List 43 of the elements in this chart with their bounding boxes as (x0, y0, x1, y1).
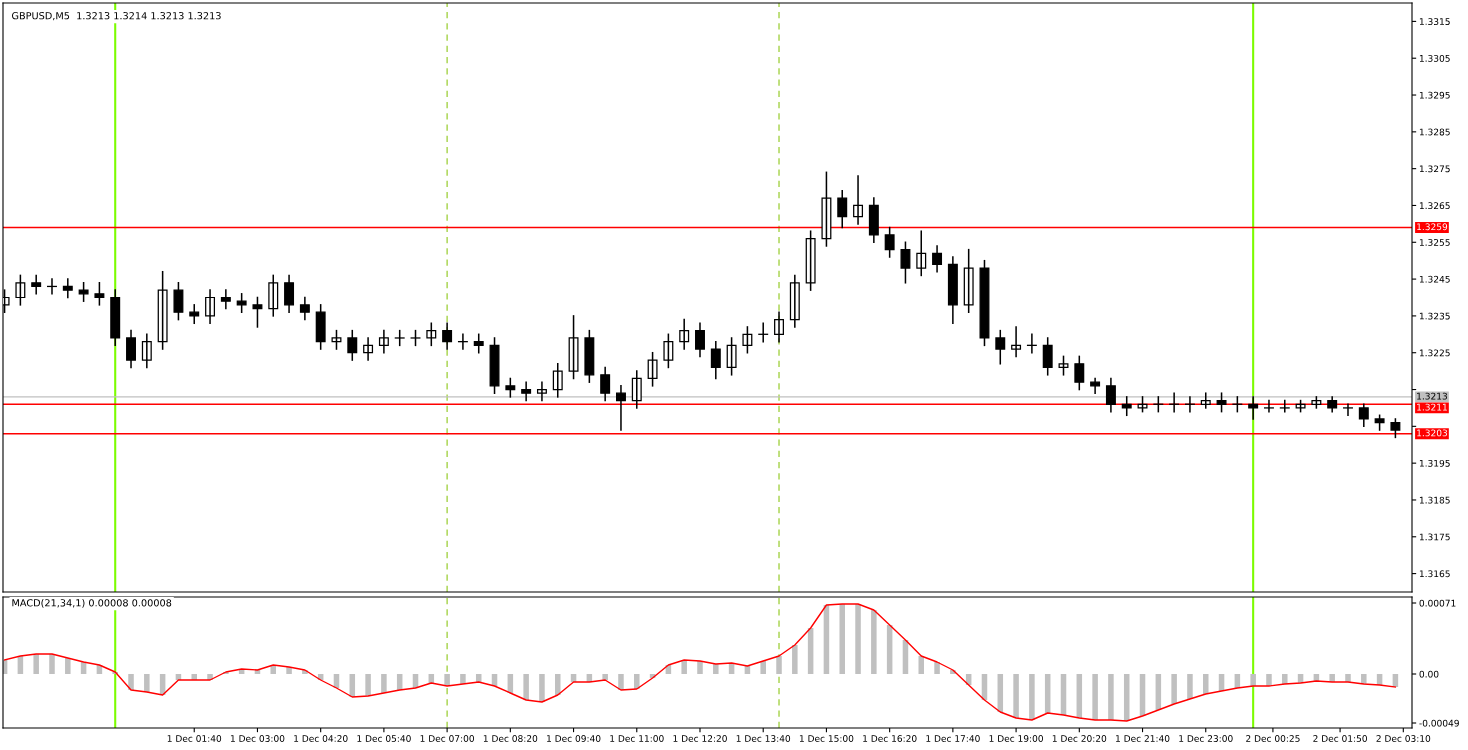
x-tick-label: 1 Dec 21:40 (1116, 735, 1170, 742)
x-tick-label: 1 Dec 11:00 (610, 735, 664, 742)
x-tick-label: 1 Dec 05:40 (357, 735, 411, 742)
x-tick-label: 1 Dec 15:00 (799, 735, 854, 742)
x-tick-label: 1 Dec 07:00 (420, 735, 474, 742)
ref-line-label: 1.3203 (1417, 429, 1448, 437)
x-tick-label: 1 Dec 01:40 (167, 735, 222, 742)
y-tick-label: 1.3165 (1419, 570, 1450, 578)
x-tick-label: 2 Dec 03:10 (1376, 735, 1431, 742)
y-tick-label: 0.00 (1419, 670, 1439, 678)
y-tick-label: 1.3265 (1419, 202, 1450, 210)
x-tick-label: 1 Dec 13:40 (736, 735, 791, 742)
y-tick-label: 1.3185 (1419, 496, 1450, 504)
x-tick-label: 1 Dec 17:40 (926, 735, 980, 742)
text: GBPUSD,M5 1.3213 1.3214 1.3213 1.3213 (12, 12, 221, 21)
y-tick-label: 1.3305 (1419, 54, 1450, 62)
x-tick-label: 1 Dec 04:20 (294, 735, 348, 742)
x-tick-label: 1 Dec 03:00 (230, 735, 285, 742)
x-tick-label: 2 Dec 00:25 (1246, 735, 1300, 742)
x-tick-label: 1 Dec 08:20 (483, 735, 538, 742)
y-tick-label: 1.3285 (1419, 128, 1450, 136)
x-tick-label: 2 Dec 01:50 (1313, 735, 1367, 742)
y-tick-label: -0.00049 (1419, 719, 1459, 727)
y-tick-label: 1.3195 (1419, 459, 1450, 467)
y-tick-label: 1.3255 (1419, 239, 1450, 246)
x-tick-label: 1 Dec 12:20 (673, 735, 727, 742)
y-tick-label: 1.3175 (1419, 533, 1450, 541)
y-tick-label: 1.3245 (1419, 275, 1450, 283)
y-tick-label: 1.3235 (1419, 312, 1450, 320)
y-tick-label: 1.3225 (1419, 349, 1450, 357)
y-tick-label: 1.3275 (1419, 165, 1450, 173)
y-tick-label: 0.00071 (1419, 599, 1456, 607)
y-tick-label: 1.3315 (1419, 18, 1450, 25)
ref-line-label: 1.3259 (1417, 223, 1448, 231)
x-tick-label: 1 Dec 20:20 (1052, 735, 1107, 742)
ref-line-label: 1.3211 (1417, 403, 1447, 411)
chart-title: MACD(21,34,1) 0.00008 0.00008 (12, 598, 172, 608)
x-tick-label: 1 Dec 09:40 (547, 735, 601, 742)
ref-line-label: 1.3213 (1417, 392, 1448, 400)
x-tick-label: 1 Dec 19:00 (989, 735, 1043, 742)
y-tick-label: 1.3295 (1419, 91, 1450, 99)
x-tick-label: 1 Dec 23:00 (1179, 735, 1233, 742)
x-tick-label: 1 Dec 16:20 (863, 735, 917, 742)
